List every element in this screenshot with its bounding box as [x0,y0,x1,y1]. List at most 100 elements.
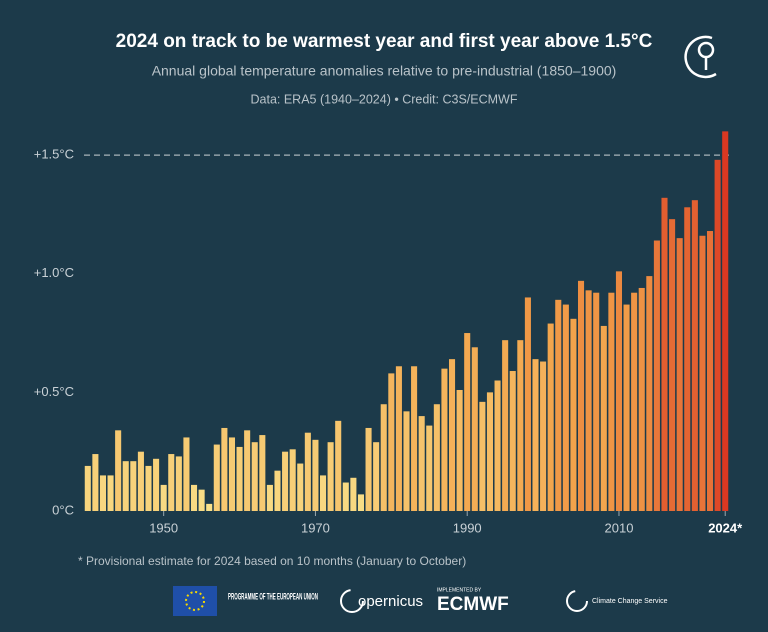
copernicus-mark [340,589,364,613]
bar [502,340,509,511]
x-tick-label: 2024* [708,520,743,535]
bar [661,197,668,512]
bar [183,437,190,511]
bar [388,373,395,511]
bar [570,318,577,511]
bar [555,299,562,511]
eu-flag [173,586,217,616]
bar [236,446,243,511]
bar [99,475,107,511]
ecmwf-text: ECMWF [437,594,509,615]
bar [631,292,638,511]
bar [562,304,569,511]
bar [706,231,714,511]
bar [418,416,425,511]
eu-stars [185,591,205,611]
bar [509,371,516,511]
bar [335,420,342,511]
bar [464,333,471,511]
bar [160,484,167,511]
bar [327,442,334,511]
bar [92,454,99,511]
bar [448,359,456,511]
bar [228,437,236,511]
bar [714,159,721,511]
bar [615,271,623,511]
bar [221,427,228,511]
bar [547,323,554,511]
bar [213,444,220,511]
bar [494,380,501,511]
bar [676,238,683,512]
bar [115,430,122,511]
bar [206,503,213,511]
bar [532,359,539,511]
bar [691,200,698,511]
y-tick-label: +1.5°C [34,147,74,162]
bar [441,368,448,511]
bar [699,235,706,511]
chart-source: Data: ERA5 (1940–2024) • Credit: C3S/ECM… [251,92,518,106]
bar [653,240,660,511]
bar [623,304,630,511]
bar [426,425,433,511]
bar [373,442,380,511]
bar [608,292,615,511]
bar [350,477,357,511]
bar [456,389,463,511]
x-tick-label: 1950 [149,520,178,535]
bar [175,456,182,511]
bar [395,366,402,511]
bar [145,465,152,511]
bar [107,475,114,511]
ecmwf-tag: IMPLEMENTED BY [437,587,482,593]
y-tick-label: +1.0°C [34,265,74,280]
bar [153,458,160,511]
bar [319,475,327,511]
bar [198,489,205,511]
bar [137,451,144,511]
c3s-text: Climate Change Service [592,598,668,605]
bar [669,219,676,511]
y-tick-label: 0°C [52,502,74,517]
bar [168,454,175,511]
bar [251,442,258,511]
copernicus-text: opernicus [358,593,423,610]
bar [259,435,266,511]
x-tick-label: 2010 [605,520,634,535]
bar [130,461,137,511]
bar [122,461,129,511]
bar [684,207,691,512]
bar [411,366,418,511]
x-tick-label: 1970 [301,520,330,535]
bar [638,287,645,511]
x-tick-label: 1990 [453,520,482,535]
footer-logos: PROGRAMME OF THE EUROPEAN UNION opernicu… [173,586,668,616]
bar [593,292,600,511]
bar [479,401,486,511]
c3s-mark [566,590,588,612]
bar [646,276,653,511]
bar [433,404,440,511]
bar [297,463,304,511]
y-tick-label: +0.5°C [34,384,74,399]
chart-note: * Provisional estimate for 2024 based on… [78,554,466,568]
bar [403,411,410,511]
bar [304,432,311,511]
bar [524,297,531,511]
bar [585,290,592,511]
bar [274,470,281,511]
bar [282,451,289,511]
bar [289,449,296,511]
logo-icon [684,35,717,79]
bar [84,465,91,511]
bar [486,392,494,511]
eu-text: PROGRAMME OF THE EUROPEAN UNION [228,591,318,601]
chart-subtitle: Annual global temperature anomalies rela… [152,63,617,79]
bar [540,361,547,511]
bar [312,439,319,511]
bar [517,340,524,511]
bar [365,427,372,511]
bar [600,325,607,511]
